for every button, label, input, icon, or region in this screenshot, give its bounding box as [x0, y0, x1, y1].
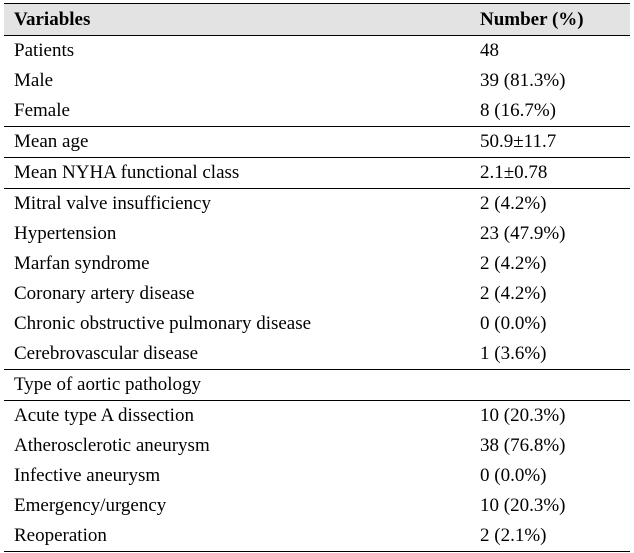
row-value: 23 (47.9%) [480, 223, 566, 244]
header-number: Number (%) [480, 8, 584, 30]
row-value: 2 (4.2%) [480, 193, 547, 214]
table-row: Male 39 (81.3%) [4, 66, 630, 96]
row-label: Chronic obstructive pulmonary disease [14, 313, 312, 334]
table-header: Variables Number (%) [4, 3, 630, 36]
row-label: Emergency/urgency [14, 495, 167, 516]
table-row: Infective aneurysm 0 (0.0%) [4, 461, 630, 491]
group-aortic-pathology: Type of aortic pathology Acute type A di… [4, 370, 630, 552]
table-row: Atherosclerotic aneurysm 38 (76.8%) [4, 431, 630, 461]
group-comorbidities: Mitral valve insufficiency 2 (4.2%) Hype… [4, 189, 630, 370]
group-age: Mean age 50.9±11.7 [4, 127, 630, 158]
table-row: Mitral valve insufficiency 2 (4.2%) [4, 189, 630, 219]
row-value: 0 (0.0%) [480, 313, 547, 334]
row-label: Patients [14, 40, 75, 61]
table-row: Reoperation 2 (2.1%) [4, 521, 630, 551]
row-label: Reoperation [14, 525, 107, 546]
table-row: Hypertension 23 (47.9%) [4, 219, 630, 249]
patient-characteristics-table: Variables Number (%) Patients 48 Male 39… [4, 3, 630, 552]
section-label: Type of aortic pathology [14, 374, 202, 395]
row-value: 38 (76.8%) [480, 435, 566, 456]
group-demographics: Patients 48 Male 39 (81.3%) Female 8 (16… [4, 36, 630, 127]
row-value: 0 (0.0%) [480, 465, 547, 486]
table-row: Mean age 50.9±11.7 [4, 127, 630, 157]
table-row: Cerebrovascular disease 1 (3.6%) [4, 339, 630, 369]
row-value: 50.9±11.7 [480, 131, 557, 152]
table-row: Chronic obstructive pulmonary disease 0 … [4, 309, 630, 339]
row-value: 1 (3.6%) [480, 343, 547, 364]
row-label: Hypertension [14, 223, 117, 244]
row-label: Mitral valve insufficiency [14, 193, 211, 214]
row-label: Male [14, 70, 54, 91]
row-label: Marfan syndrome [14, 253, 150, 274]
row-value: 2.1±0.78 [480, 162, 548, 183]
row-label: Female [14, 100, 70, 121]
row-value: 48 [480, 40, 499, 61]
table-row: Mean NYHA functional class 2.1±0.78 [4, 158, 630, 188]
row-value: 10 (20.3%) [480, 495, 566, 516]
row-label: Atherosclerotic aneurysm [14, 435, 210, 456]
row-value: 8 (16.7%) [480, 100, 556, 121]
table-row: Emergency/urgency 10 (20.3%) [4, 491, 630, 521]
row-label: Mean age [14, 131, 89, 152]
section-header-row: Type of aortic pathology [4, 370, 630, 401]
row-value: 2 (2.1%) [480, 525, 547, 546]
row-label: Coronary artery disease [14, 283, 195, 304]
header-variables: Variables [14, 8, 91, 30]
table-row: Marfan syndrome 2 (4.2%) [4, 249, 630, 279]
table-row: Female 8 (16.7%) [4, 96, 630, 126]
row-label: Mean NYHA functional class [14, 162, 240, 183]
table-row: Patients 48 [4, 36, 630, 66]
group-nyha: Mean NYHA functional class 2.1±0.78 [4, 158, 630, 189]
row-value: 2 (4.2%) [480, 283, 547, 304]
row-label: Cerebrovascular disease [14, 343, 199, 364]
row-label: Acute type A dissection [14, 405, 194, 426]
table-row: Coronary artery disease 2 (4.2%) [4, 279, 630, 309]
table-row: Acute type A dissection 10 (20.3%) [4, 401, 630, 431]
row-value: 2 (4.2%) [480, 253, 547, 274]
row-value: 39 (81.3%) [480, 70, 566, 91]
row-label: Infective aneurysm [14, 465, 161, 486]
row-value: 10 (20.3%) [480, 405, 566, 426]
